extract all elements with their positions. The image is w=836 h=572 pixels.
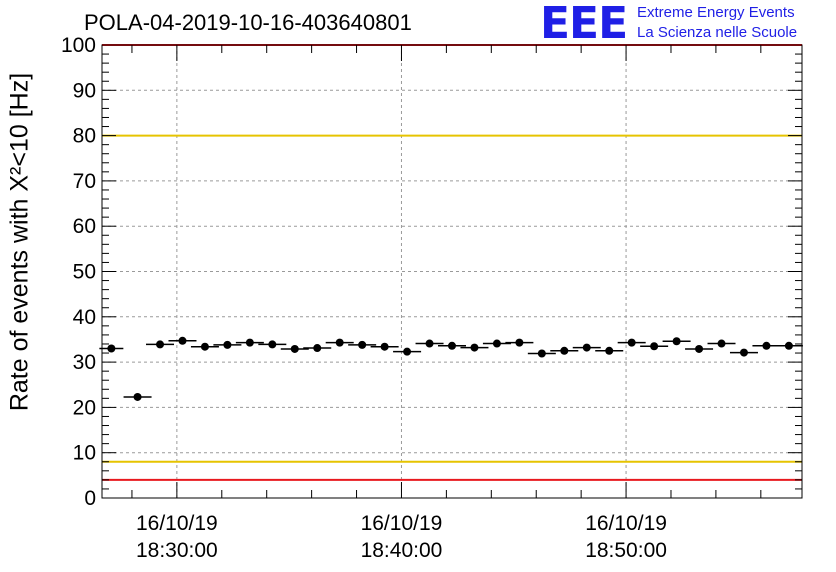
y-tick-label: 60 bbox=[73, 215, 96, 238]
data-point bbox=[560, 346, 569, 355]
axes: 0 10 20 30 40 50 60 70 80 90 100 16/10/19 18:30:00 16… bbox=[61, 34, 802, 562]
data-point bbox=[156, 340, 165, 349]
logo-mark: EEE bbox=[540, 0, 628, 49]
grid bbox=[102, 45, 802, 498]
data-point bbox=[107, 344, 116, 353]
logo-line-1: Extreme Energy Events bbox=[637, 4, 795, 21]
x-tick-time: 18:30:00 bbox=[136, 539, 218, 562]
data-point bbox=[133, 392, 142, 401]
logo-line-2: La Scienza nelle Scuole bbox=[637, 24, 798, 41]
y-tick-label: 70 bbox=[73, 170, 96, 193]
data-point bbox=[245, 338, 254, 347]
data-point bbox=[695, 344, 704, 353]
data-point bbox=[650, 342, 659, 351]
data-point bbox=[403, 347, 412, 356]
x-tick-time: 18:50:00 bbox=[585, 539, 667, 562]
x-tick-date: 16/10/19 bbox=[136, 512, 218, 535]
data-point bbox=[515, 338, 524, 347]
data-point bbox=[717, 339, 726, 348]
data-point bbox=[627, 338, 636, 347]
data-point bbox=[762, 341, 771, 350]
y-tick-label: 10 bbox=[73, 442, 96, 465]
data-point bbox=[268, 340, 277, 349]
data-point bbox=[672, 337, 681, 346]
x-tick-date: 16/10/19 bbox=[361, 512, 443, 535]
y-tick-label: 0 bbox=[84, 487, 96, 510]
data-series bbox=[99, 336, 803, 401]
reference-lines bbox=[102, 44, 802, 481]
y-tick-label: 40 bbox=[73, 306, 96, 329]
data-point bbox=[425, 339, 434, 348]
data-point bbox=[200, 342, 209, 351]
x-tick-date: 16/10/19 bbox=[585, 512, 667, 535]
plot-frame bbox=[101, 44, 803, 499]
chart-title: POLA-04-2019-10-16-403640801 bbox=[84, 10, 412, 35]
data-point bbox=[492, 339, 501, 348]
data-point bbox=[448, 341, 456, 350]
data-point bbox=[358, 340, 367, 349]
y-tick-label: 20 bbox=[73, 396, 96, 419]
y-tick-label: 100 bbox=[61, 34, 96, 57]
y-tick-label: 30 bbox=[73, 351, 96, 374]
data-point bbox=[178, 336, 187, 345]
data-point bbox=[582, 343, 591, 352]
y-tick-label: 50 bbox=[73, 261, 96, 284]
data-point bbox=[223, 340, 232, 349]
data-point bbox=[290, 344, 299, 353]
data-point bbox=[380, 342, 389, 351]
x-tick-time: 18:40:00 bbox=[361, 539, 443, 562]
data-point bbox=[335, 338, 344, 347]
data-point bbox=[537, 349, 546, 358]
data-point bbox=[313, 344, 322, 353]
data-point bbox=[605, 346, 614, 355]
data-point bbox=[739, 348, 748, 357]
y-tick-label: 80 bbox=[73, 125, 96, 148]
data-point bbox=[470, 343, 479, 352]
y-tick-label: 90 bbox=[73, 79, 96, 102]
data-point bbox=[784, 341, 793, 350]
